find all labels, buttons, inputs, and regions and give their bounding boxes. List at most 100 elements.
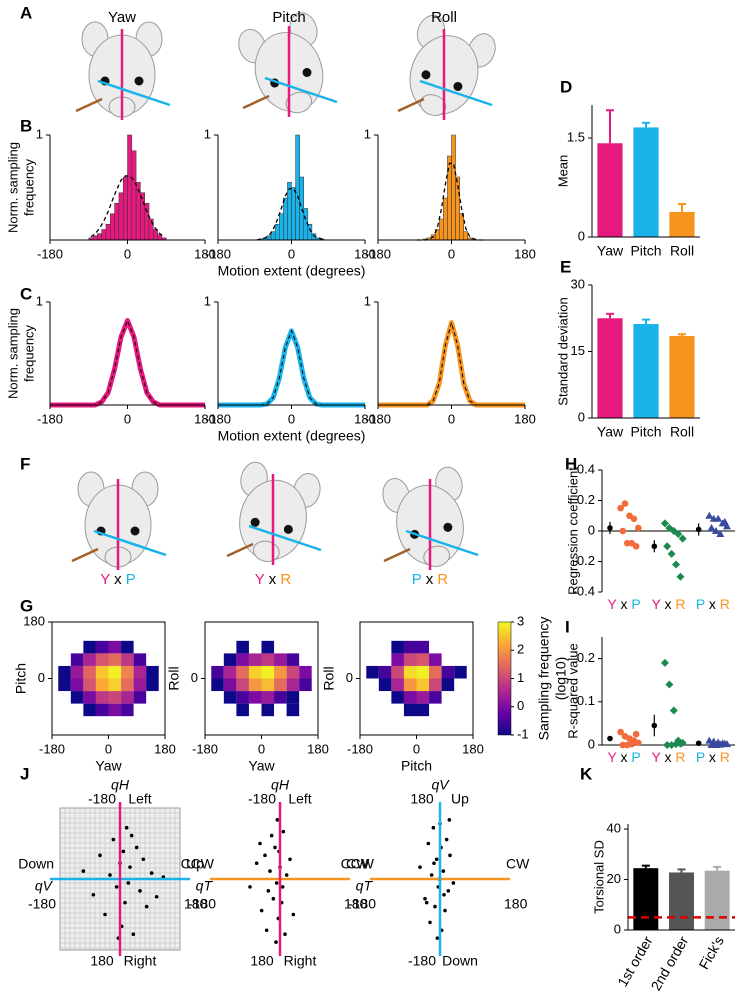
heatmap-cell: [416, 678, 430, 692]
bar: [439, 218, 444, 241]
point: [138, 889, 142, 893]
point: [665, 680, 674, 689]
colorbar-label: Sampling frequency: [536, 617, 552, 741]
category-label: Y x P: [608, 749, 641, 765]
axis-annotation: 180: [504, 896, 528, 912]
y-tick-label: 0: [588, 736, 595, 751]
category-label: Y x P: [608, 596, 641, 612]
x-tick-label: 0: [124, 411, 131, 426]
panel-letter: E: [560, 257, 571, 276]
category-label: Pitch: [630, 243, 661, 259]
y-tick-label: 1: [204, 126, 211, 141]
bar: [704, 870, 730, 930]
point: [444, 837, 449, 842]
colorbar: [497, 621, 512, 736]
colorbar-tick-label: 0: [517, 698, 524, 713]
panel-letter: B: [20, 116, 32, 135]
category-label: Pitch: [630, 424, 661, 440]
head-illustrations: [70, 8, 501, 575]
point: [121, 849, 126, 854]
heatmap-cell: [378, 678, 392, 692]
heatmap-cell: [286, 703, 300, 717]
line: [218, 328, 365, 408]
y-tick-label: 40: [607, 820, 621, 835]
heatmap-cell: [146, 665, 159, 679]
label-part: P: [412, 571, 422, 588]
heatmap-cell: [95, 703, 109, 717]
category-label: P x R: [696, 749, 730, 765]
y-tick-label: 1: [36, 293, 43, 308]
y-axis-label: Pitch: [13, 663, 29, 694]
heatmap-cell: [403, 640, 417, 654]
point: [274, 881, 279, 885]
heatmap-cell: [146, 678, 159, 692]
point: [141, 857, 146, 862]
point: [635, 524, 642, 532]
point: [630, 515, 638, 523]
heatmap-cell: [378, 665, 392, 679]
heatmap-cell: [223, 653, 237, 666]
heatmap-cell: [236, 678, 249, 692]
label-part: R: [675, 749, 685, 765]
point: [621, 500, 629, 507]
x-tick-label: 0: [258, 741, 265, 756]
label-part: R: [437, 571, 448, 588]
x-tick-label: 0: [288, 246, 295, 261]
point: [274, 940, 278, 944]
heatmap-cell: [286, 653, 300, 666]
colorbar-tick-label: -1: [517, 726, 529, 741]
point: [432, 861, 436, 866]
point: [134, 845, 139, 850]
point: [269, 833, 274, 838]
heatmap-cell: [108, 640, 122, 654]
point: [451, 881, 456, 885]
bar: [597, 143, 623, 237]
y-axis-label: Mean: [555, 155, 570, 188]
axis-annotation: Right: [284, 953, 317, 969]
label-part: P: [696, 749, 705, 765]
point: [617, 504, 624, 512]
bar: [92, 235, 98, 241]
heatmap-cell: [261, 653, 275, 666]
point: [676, 572, 685, 581]
panel-letter: K: [580, 764, 593, 783]
heatmap-cell: [108, 665, 122, 679]
point: [714, 514, 723, 522]
axis-annotation: Left: [128, 791, 151, 807]
axis-annotation: qT: [356, 878, 374, 894]
x-tick-label: -180: [365, 411, 391, 426]
y-tick-label: 1.5: [567, 129, 585, 144]
axis-annotation: CW: [346, 856, 370, 872]
heatmap-cell: [366, 665, 379, 679]
panel-letter: I: [565, 617, 570, 636]
point: [660, 658, 669, 667]
heatmap-cell: [274, 678, 287, 692]
heatmap-cell: [416, 653, 430, 666]
bar: [118, 192, 124, 241]
heatmap-cell: [441, 665, 455, 679]
label-part: x: [621, 749, 628, 765]
heatmap-cell: [236, 691, 249, 704]
bar: [669, 872, 694, 930]
mean-point: [695, 740, 702, 747]
fit-line: [90, 175, 165, 238]
label-part: x: [709, 596, 716, 612]
label-part: x: [621, 596, 628, 612]
axis-annotation: 180: [250, 953, 274, 969]
head-title: Pitch: [272, 9, 305, 26]
heatmap-cell: [108, 653, 122, 666]
point: [676, 739, 685, 748]
x-tick-label: 180: [462, 741, 484, 756]
x-tick-label: -180: [205, 411, 231, 426]
bar: [633, 868, 659, 930]
heatmap-cell: [274, 665, 287, 679]
heatmap-cell: [248, 691, 262, 704]
category-label: Roll: [670, 243, 694, 259]
x-tick-label: -180: [205, 246, 231, 261]
head-title: Roll: [431, 9, 457, 26]
axis-annotation: qH: [111, 777, 130, 793]
point: [442, 892, 446, 897]
axis-annotation: Right: [124, 953, 157, 969]
heatmap-cell: [121, 640, 134, 654]
